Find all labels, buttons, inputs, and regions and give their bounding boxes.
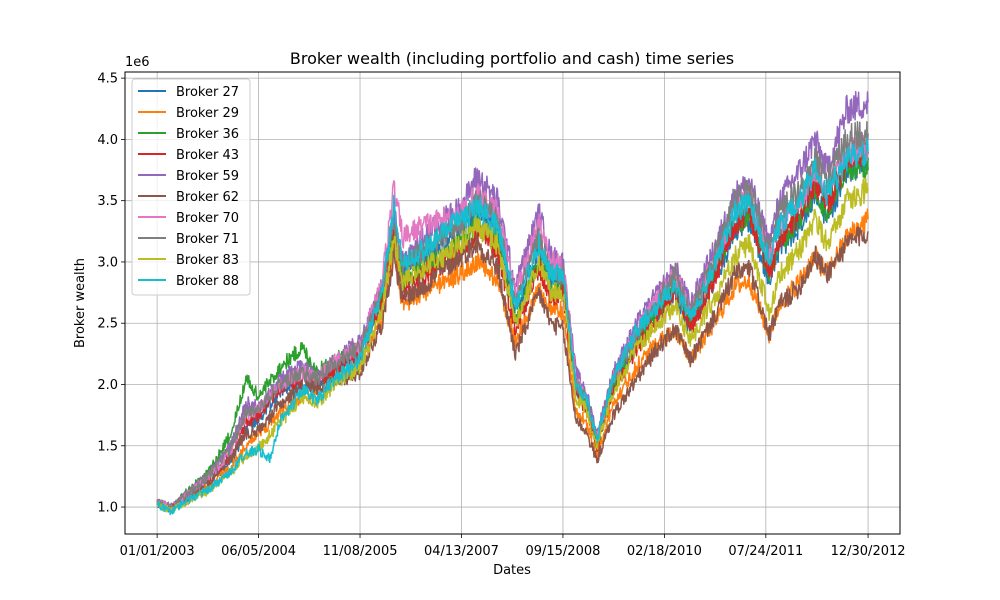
y-tick-label: 3.0 [97, 255, 118, 270]
legend-label: Broker 29 [176, 106, 239, 121]
y-tick-label: 1.0 [97, 501, 118, 516]
series-line-broker-83 [156, 177, 869, 513]
x-tick-label: 07/24/2011 [728, 544, 803, 559]
legend: Broker 27 Broker 29 Broker 36 Broker 43 Brok… [131, 78, 251, 296]
series-line-broker-62 [156, 225, 869, 514]
series-line-broker-88 [156, 137, 869, 516]
x-tick-label: 12/30/2012 [831, 544, 906, 559]
y-axis-multiplier: 1e6 [125, 55, 150, 70]
legend-label: Broker 71 [176, 232, 239, 247]
plot-frame [124, 71, 901, 535]
x-tick-label: 09/15/2008 [525, 544, 600, 559]
y-axis-ticks: 1.0 1.5 2.0 2.5 3.0 3.5 4.0 4.5 [97, 72, 125, 516]
y-tick-label: 1.5 [97, 439, 118, 454]
x-axis-ticks: 01/01/2003 06/05/2004 11/08/2005 04/13/2007… [120, 534, 906, 559]
y-tick-label: 3.5 [97, 194, 118, 209]
x-axis-label: Dates [493, 563, 531, 578]
y-tick-label: 4.0 [97, 133, 118, 148]
legend-label: Broker 27 [176, 85, 239, 100]
y-axis-label: Broker wealth [73, 258, 88, 348]
x-tick-label: 06/05/2004 [221, 544, 296, 559]
legend-label: Broker 70 [176, 211, 239, 226]
x-tick-label: 02/18/2010 [627, 544, 702, 559]
y-tick-label: 4.5 [97, 72, 118, 87]
x-tick-label: 01/01/2003 [120, 544, 195, 559]
legend-label: Broker 62 [176, 190, 239, 205]
legend-label: Broker 88 [176, 274, 239, 289]
x-tick-label: 11/08/2005 [323, 544, 398, 559]
legend-label: Broker 36 [176, 127, 239, 142]
chart-title: Broker wealth (including portfolio and c… [290, 49, 734, 68]
y-tick-label: 2.5 [97, 317, 118, 332]
legend-label: Broker 59 [176, 169, 239, 184]
series-lines [156, 90, 869, 516]
legend-label: Broker 43 [176, 148, 239, 163]
legend-label: Broker 83 [176, 253, 239, 268]
x-tick-label: 04/13/2007 [424, 544, 499, 559]
y-tick-label: 2.0 [97, 378, 118, 393]
